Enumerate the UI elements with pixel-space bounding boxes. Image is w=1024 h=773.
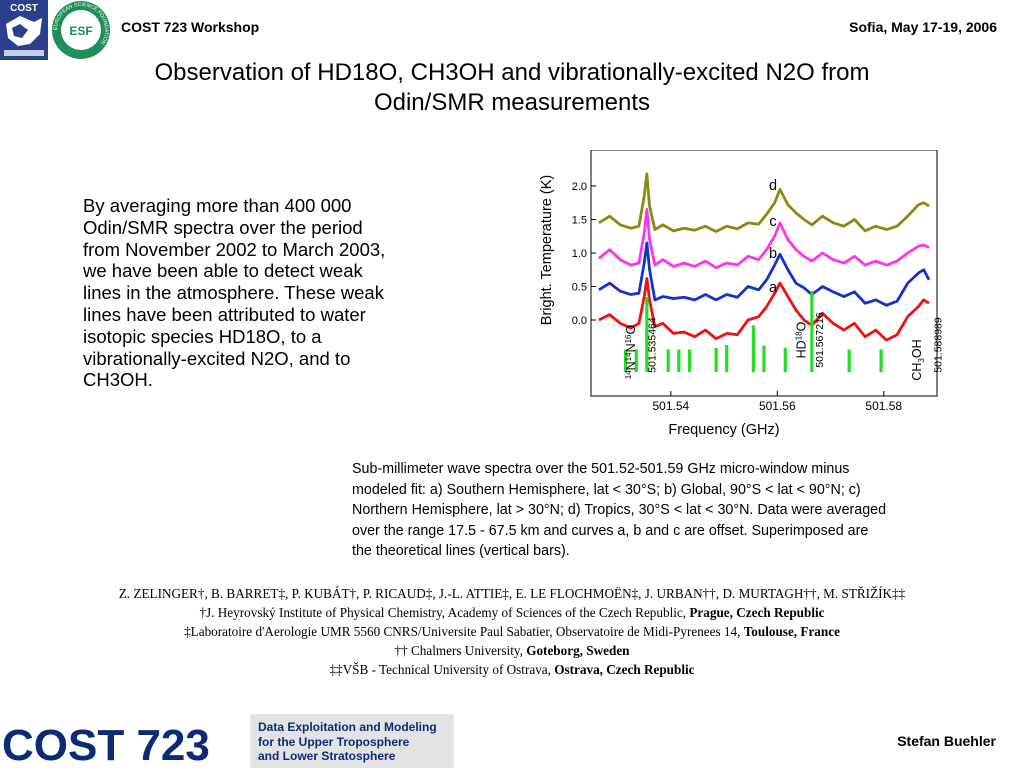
footer-desc-line: Data Exploitation and Modeling: [258, 720, 437, 734]
affiliation-2: ‡Laboratoire d'Aerologie UMR 5560 CNRS/U…: [0, 622, 1024, 641]
author-block: Z. ZELINGER†, B. BARRET‡, P. KUBÁT†, P. …: [0, 584, 1024, 679]
caption-line: over the range 17.5 - 67.5 km and curves…: [352, 522, 869, 539]
series-label-c: c: [769, 214, 776, 230]
series-line-d: [598, 172, 930, 233]
affiliation-4-text: ‡‡VŠB - Technical University of Ostrava,: [329, 662, 555, 677]
abstract-line: vibrationally-excited N2O, and to: [83, 347, 351, 369]
presenter-name: Stefan Buehler: [897, 733, 996, 749]
species-label-part: OH: [910, 339, 924, 358]
series-line-c: [598, 208, 930, 270]
page-title: Observation of HD18O, CH3OH and vibratio…: [60, 58, 964, 118]
affiliation-3-location: Goteborg, Sweden: [526, 643, 630, 658]
plot-frame: [590, 149, 938, 397]
caption-line: Northern Hemisphere, lat > 30°N; d) Trop…: [352, 502, 887, 519]
title-line-2: Odin/SMR measurements: [373, 89, 651, 116]
y-tick-label: 2.0: [572, 181, 587, 193]
y-tick-label: 0.0: [572, 315, 587, 327]
affiliation-1: †J. Heyrovský Institute of Physical Chem…: [0, 603, 1024, 622]
author-names: Z. ZELINGER†, B. BARRET‡, P. KUBÁT†, P. …: [118, 586, 906, 601]
y-tick-label: 1.0: [572, 248, 587, 260]
species-label-part: O: [624, 324, 638, 334]
abstract-line: By averaging more than 400 000: [83, 195, 352, 216]
x-tick-label: 501.56: [759, 399, 796, 413]
series-label-b: b: [769, 246, 777, 262]
abstract-line: CH3OH.: [83, 369, 153, 391]
header-right: Sofia, May 17-19, 2006: [849, 19, 997, 35]
abstract-line: Odin/SMR spectra over the period: [83, 216, 363, 238]
affiliation-1-text: †J. Heyrovský Institute of Physical Chem…: [199, 605, 690, 620]
series-label-a: a: [769, 280, 778, 296]
footer-desc-line: and Lower Stratosphere: [258, 749, 396, 763]
abstract-line: from November 2002 to March 2003,: [83, 238, 386, 260]
footer-band: [250, 714, 454, 768]
species-label-part: CH: [910, 363, 924, 381]
cost-logo-text: COST: [10, 3, 38, 14]
caption-line: Sub-millimeter wave spectra over the 501…: [352, 461, 850, 477]
abstract-line: isotopic species HD18O, to a: [83, 325, 322, 347]
species-label: HD18O: [795, 321, 809, 358]
species-label: 14N14N16O: [624, 324, 638, 379]
species-label-part: 14: [624, 370, 633, 379]
cost723-logo: COST 723: [0, 714, 240, 770]
series-line-a: [598, 277, 930, 342]
cost-logo: COST: [0, 0, 48, 60]
affiliation-4: ‡‡VŠB - Technical University of Ostrava,…: [0, 660, 1024, 679]
spectra-chart-svg: 0.0 0.5 1.0 1.5 2.0 501.54 501.56 501.58 Frequen…: [539, 149, 944, 438]
y-tick-label: 1.5: [572, 215, 587, 227]
species-label-part: 3: [917, 358, 926, 363]
y-axis-label: Bright. Temperature (K): [539, 175, 555, 325]
species-label-part: 16: [624, 334, 633, 343]
affiliation-4-location: Ostrava, Czech Republic: [554, 662, 695, 677]
affiliation-2-location: Toulouse, France: [743, 624, 840, 639]
x-tick-label: 501.54: [652, 399, 689, 413]
caption-line: the theoretical lines (vertical bars).: [352, 543, 570, 560]
species-label-part: O: [795, 321, 809, 331]
cost723-logo-text: COST 723: [2, 721, 210, 768]
spectra-chart: 0.0 0.5 1.0 1.5 2.0 501.54 501.56 501.58 Frequen…: [530, 149, 950, 450]
affiliation-3: †† Chalmers University, Goteborg, Sweden: [0, 641, 1024, 660]
header-left: COST 723 Workshop: [121, 19, 260, 35]
series-label-d: d: [769, 178, 777, 194]
caption-line: modeled fit: a) Southern Hemisphere, lat…: [352, 481, 861, 498]
species-label-part: N: [624, 343, 638, 352]
abstract: By averaging more than 400 000 Odin/SMR …: [83, 195, 468, 391]
species-label-part: HD: [795, 340, 809, 358]
species-label: CH3OH: [910, 339, 926, 380]
abstract-line: we have been able to detect weak: [83, 260, 363, 282]
series-line-b: [598, 241, 931, 307]
species-label-part: 18: [795, 331, 804, 340]
title-line-1: Observation of HD18O, CH3OH and vibratio…: [154, 59, 870, 86]
footer-description: Data Exploitation and Modeling for the U…: [258, 720, 478, 764]
abstract-line: lines in the atmosphere. These weak: [83, 282, 384, 304]
affiliation-2-text: ‡Laboratoire d'Aerologie UMR 5560 CNRS/U…: [184, 624, 744, 639]
frequency-annotation: 501.567216: [814, 312, 826, 368]
esf-logo-text: ESF: [69, 24, 92, 38]
esf-logo: EUROPEAN SCIENCE FOUNDATION ESF: [50, 0, 112, 60]
footer-desc-line: for the Upper Troposphere: [258, 734, 410, 749]
x-tick-label: 501.58: [865, 399, 902, 413]
species-label-part: 14: [624, 352, 633, 361]
affiliation-1-location: Prague, Czech Republic: [689, 605, 825, 620]
frequency-annotation: 501.588989: [932, 317, 944, 373]
frequency-annotation: 501.535464: [647, 317, 659, 373]
y-tick-label: 0.5: [572, 282, 587, 294]
affiliation-3-text: †† Chalmers University,: [394, 643, 527, 658]
abstract-line: lines have been attributed to water: [83, 303, 366, 325]
species-label-part: N: [624, 361, 638, 370]
x-axis-label: Frequency (GHz): [668, 422, 779, 438]
figure-caption: Sub-millimeter wave spectra over the 501…: [352, 459, 1002, 562]
